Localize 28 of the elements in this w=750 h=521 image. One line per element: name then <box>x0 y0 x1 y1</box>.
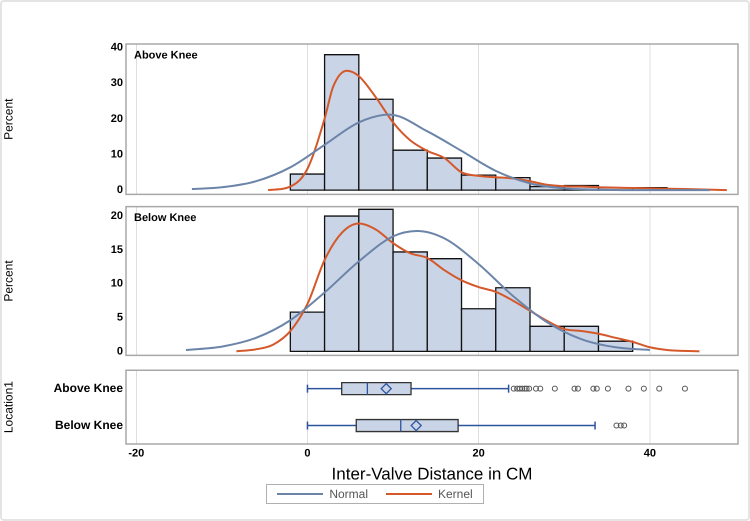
y-tick-label: 0 <box>116 345 123 358</box>
y-tick-label: 10 <box>110 148 123 161</box>
y-axis-title: Percent <box>2 98 16 140</box>
y-tick-label: Above Knee <box>54 380 124 395</box>
y-tick-label: 30 <box>110 77 123 90</box>
y-axis-title: Percent <box>2 260 16 302</box>
y-tick-label: 0 <box>116 184 123 196</box>
y-tick-label: 40 <box>110 42 123 54</box>
y-tick-label: 15 <box>110 244 123 256</box>
x-tick-label: 20 <box>472 448 485 460</box>
annotation: Below Knee <box>134 212 196 224</box>
legend-label: Normal <box>329 487 368 501</box>
y-axis-title: Location1 <box>2 380 16 434</box>
y-tick-label: 20 <box>110 112 123 125</box>
line-series <box>190 114 711 192</box>
line-series <box>267 70 728 192</box>
y-tick-label: 10 <box>110 278 123 290</box>
line-series <box>184 230 651 351</box>
x-tick-label: 40 <box>644 448 656 460</box>
legend-label: Kernel <box>438 487 473 501</box>
x-axis-title: Inter-Valve Distance in CM <box>332 464 532 484</box>
line-series <box>235 222 700 352</box>
y-tick-label: 20 <box>110 210 123 222</box>
y-tick-label: Below Knee <box>54 418 124 432</box>
y-tick-label: 5 <box>116 312 123 324</box>
annotation: Above Knee <box>134 50 198 62</box>
x-tick-label: -20 <box>128 448 144 460</box>
x-tick-label: 0 <box>304 448 311 460</box>
